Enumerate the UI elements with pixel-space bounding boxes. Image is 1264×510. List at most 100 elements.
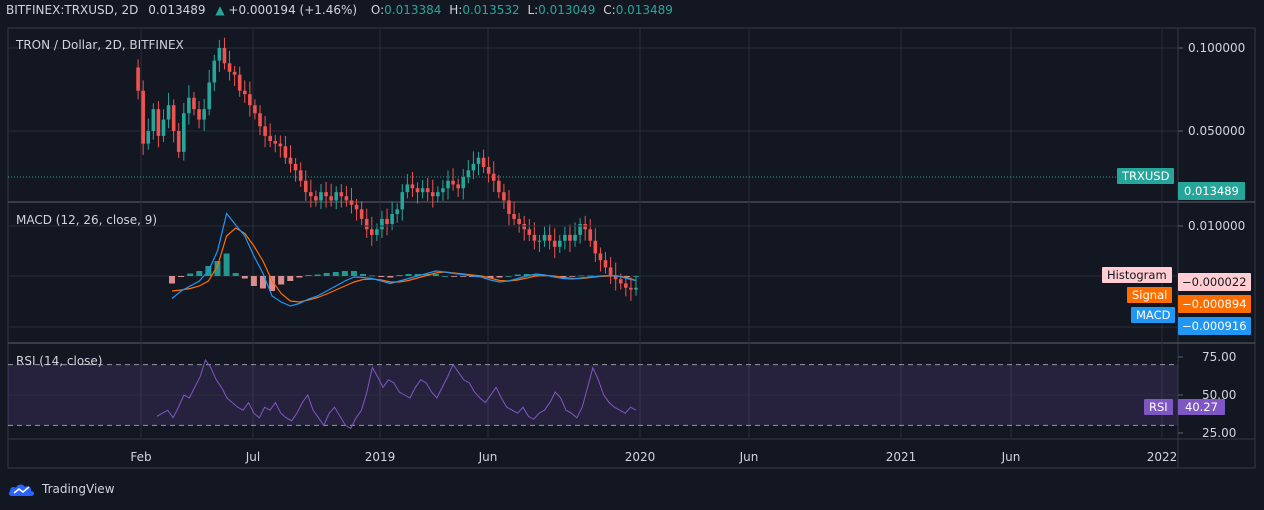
price-candle: [583, 223, 587, 230]
price-candle: [136, 67, 140, 91]
low-label: L:: [527, 3, 539, 17]
price-candle: [497, 180, 501, 193]
x-tick-label: Jul: [245, 450, 260, 464]
macd-histogram-bar: [378, 276, 385, 277]
price-pane-title[interactable]: TRON / Dollar, 2D, BITFINEX: [16, 38, 184, 52]
price-candle: [232, 71, 237, 75]
price-candle: [491, 173, 496, 181]
price-candle: [385, 218, 389, 224]
macd-histogram-bar: [341, 271, 348, 276]
price-candle: [624, 283, 628, 288]
price-candle: [141, 90, 145, 144]
price-candle: [364, 218, 369, 230]
macd-histogram-bar: [296, 276, 303, 278]
price-value-badge: 0.013489: [1178, 182, 1245, 200]
rsi-value-badge: 40.27: [1178, 399, 1225, 415]
macd-histogram-bar: [405, 274, 412, 276]
close-value: 0.013489: [615, 3, 673, 17]
price-candle: [146, 131, 151, 144]
x-tick-label: 2020: [625, 450, 656, 464]
macd-histogram-bar: [332, 272, 339, 276]
price-candle: [603, 260, 608, 268]
price-candle: [436, 192, 440, 197]
price-candle: [588, 229, 593, 241]
price-candle: [278, 143, 283, 147]
tradingview-logo[interactable]: TradingView: [8, 481, 115, 497]
price-candle: [166, 105, 171, 120]
price-candle: [207, 82, 212, 110]
macd-histogram-bar: [241, 276, 248, 279]
price-candle: [293, 163, 298, 171]
x-tick-label: Jun: [739, 450, 759, 464]
price-candle: [217, 48, 222, 61]
macd-histogram-bar: [314, 274, 321, 276]
price-candle: [481, 157, 486, 168]
price-candle: [507, 200, 511, 214]
price-candle: [258, 113, 262, 127]
price-candle: [237, 74, 242, 91]
close-label: C:: [603, 3, 616, 17]
macd-histogram-bar: [560, 276, 567, 277]
macd-histogram-bar: [387, 276, 394, 278]
price-candle: [456, 184, 460, 189]
price-candle: [151, 109, 156, 131]
price-candle: [502, 192, 506, 201]
price-candle: [202, 109, 206, 120]
price-candle: [471, 163, 476, 171]
price-candle: [187, 97, 191, 114]
price-candle: [598, 253, 603, 261]
rsi-pane-title[interactable]: RSI (14, close): [16, 354, 103, 368]
low-value: 0.013049: [538, 3, 596, 17]
macd-tick-label: 0.010000: [1188, 219, 1245, 233]
price-candle: [309, 192, 313, 197]
price-candle: [369, 229, 374, 235]
macd-histogram-bar: [187, 273, 194, 276]
price-candle: [608, 267, 613, 276]
macd-histogram-bar: [396, 275, 403, 276]
price-candle: [441, 188, 445, 193]
price-candle: [354, 204, 359, 210]
price-candle: [573, 234, 577, 241]
chart-frame: [7, 27, 1256, 469]
price-tick-label: 0.050000: [1188, 124, 1245, 138]
rsi-tick-label: 50.00: [1202, 388, 1236, 402]
price-candle: [197, 109, 201, 120]
macd-histogram-bar: [514, 274, 521, 276]
price-candle: [629, 287, 633, 290]
macd-histogram-bar: [305, 275, 312, 276]
price-candle: [227, 63, 232, 72]
price-candle: [425, 188, 430, 193]
open-value: 0.013384: [384, 3, 442, 17]
price-candle: [182, 113, 186, 152]
last-price: 0.013489: [148, 3, 206, 17]
macd-pane-title[interactable]: MACD (12, 26, close, 9): [16, 213, 158, 227]
macd-histogram-bar: [623, 276, 630, 277]
price-candle: [486, 167, 491, 174]
macd-histogram-bar: [496, 276, 503, 278]
price-candle: [298, 170, 303, 181]
price-candle: [446, 180, 450, 189]
macd-histogram-bar: [223, 253, 230, 276]
price-candle: [349, 200, 354, 205]
price-candle: [359, 209, 364, 219]
price-candle: [324, 192, 328, 197]
price-candle: [557, 240, 562, 247]
macd-line: [171, 212, 637, 307]
price-candle: [344, 196, 349, 201]
price-candle: [156, 109, 161, 136]
symbol-header: BITFINEX:TRXUSD, 2D 0.013489 ▲ +0.000194…: [6, 3, 673, 17]
macd-histogram-bar: [578, 275, 585, 277]
price-candle: [527, 229, 532, 235]
symbol-name[interactable]: BITFINEX:TRXUSD, 2D: [6, 3, 139, 17]
price-candle: [476, 157, 481, 164]
price-candle: [451, 180, 455, 185]
price-candle: [319, 192, 323, 201]
signal-value-badge: −0.000894: [1178, 295, 1251, 313]
signal-tag: Signal: [1127, 287, 1173, 303]
price-candle: [222, 48, 227, 64]
macd-histogram-bar: [360, 274, 367, 276]
price-candle: [375, 229, 379, 235]
price-candle: [176, 131, 181, 152]
price-candle: [263, 126, 267, 136]
